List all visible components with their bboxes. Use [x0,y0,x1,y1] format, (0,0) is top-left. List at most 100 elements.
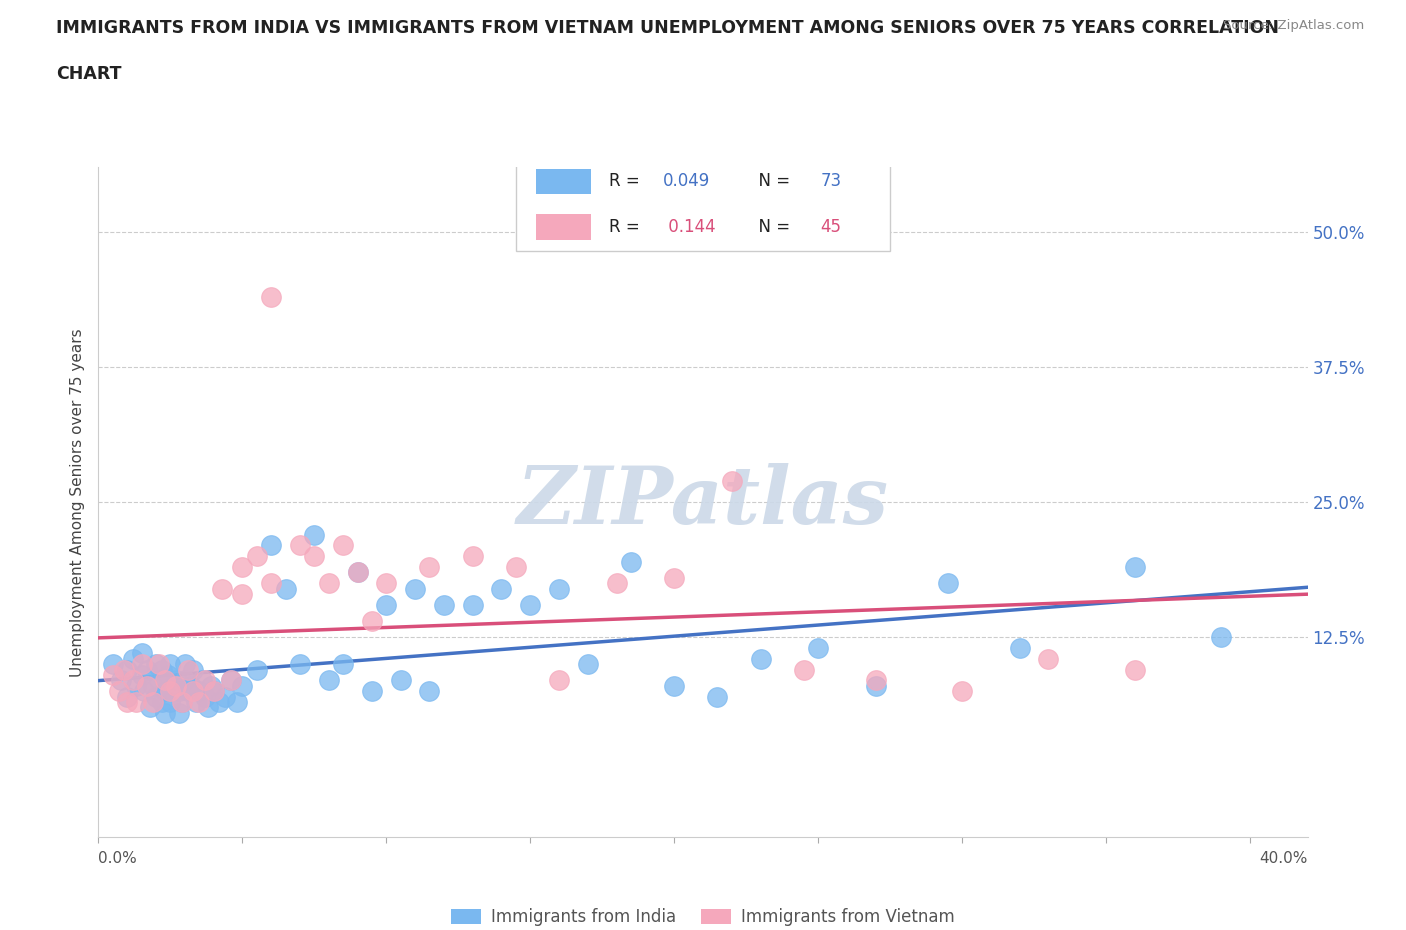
Point [115,689,138,704]
Point [170,695,193,710]
Point [115,695,138,710]
Text: N =: N = [748,218,796,236]
Point [361,684,384,698]
Point [1123,662,1146,677]
Point [491,581,513,596]
Point [231,560,253,575]
Point [197,700,219,715]
Point [807,641,830,656]
Point [186,695,208,710]
Point [288,538,311,552]
Point [332,538,354,552]
Point [461,597,484,612]
Point [260,289,283,304]
Point [225,695,247,710]
Point [145,689,167,704]
Point [139,700,162,715]
Point [418,560,440,575]
Point [208,695,231,710]
Point [664,570,686,585]
Point [304,549,326,564]
Point [122,651,145,666]
Point [548,581,571,596]
Point [620,554,643,569]
Text: ZIPatlas: ZIPatlas [517,463,889,541]
Point [125,695,148,710]
Point [159,684,181,698]
Point [519,597,541,612]
Point [153,705,176,720]
Point [150,662,173,677]
Point [165,678,187,693]
Text: 0.049: 0.049 [664,172,710,191]
Point [150,695,173,710]
Legend: Immigrants from India, Immigrants from Vietnam: Immigrants from India, Immigrants from V… [444,901,962,930]
Point [260,538,283,552]
Text: 73: 73 [820,172,841,191]
Point [1038,651,1060,666]
Point [749,651,772,666]
Point [180,678,202,693]
Point [202,684,225,698]
Point [606,576,628,591]
Point [131,657,153,671]
Point [214,689,236,704]
Point [548,673,571,688]
Point [361,614,384,629]
Point [200,678,222,693]
Point [159,657,181,671]
Point [134,684,156,698]
Point [246,662,269,677]
Point [418,684,440,698]
Point [706,689,728,704]
Point [176,662,198,677]
Point [865,673,887,688]
Point [274,581,297,596]
Point [167,705,190,720]
Point [183,662,205,677]
Point [194,673,217,688]
Point [246,549,269,564]
Point [346,565,368,579]
Text: R =: R = [609,218,645,236]
Point [125,678,148,693]
Text: Source: ZipAtlas.com: Source: ZipAtlas.com [1223,19,1364,32]
Point [156,668,179,683]
Point [332,657,354,671]
Text: 0.144: 0.144 [664,218,716,236]
Point [664,678,686,693]
Point [173,673,195,688]
Point [153,684,176,698]
Point [505,560,527,575]
Point [720,473,742,488]
Point [211,581,233,596]
Point [167,684,190,698]
Point [318,576,340,591]
Point [404,581,426,596]
Text: IMMIGRANTS FROM INDIA VS IMMIGRANTS FROM VIETNAM UNEMPLOYMENT AMONG SENIORS OVER: IMMIGRANTS FROM INDIA VS IMMIGRANTS FROM… [56,19,1279,36]
Text: CHART: CHART [56,65,122,83]
Point [112,662,135,677]
Point [375,597,398,612]
Point [1008,641,1031,656]
Text: 0.0%: 0.0% [98,851,138,866]
Point [131,646,153,661]
Point [1211,630,1233,644]
Point [304,527,326,542]
Point [136,678,159,693]
Point [107,684,129,698]
Point [162,678,184,693]
Point [188,695,211,710]
Point [131,668,153,683]
Point [173,657,195,671]
Point [1123,560,1146,575]
FancyBboxPatch shape [516,157,890,251]
Point [170,695,193,710]
Point [231,587,253,602]
Point [288,657,311,671]
Text: R =: R = [609,172,645,191]
Point [142,678,165,693]
Text: 40.0%: 40.0% [1260,851,1308,866]
Point [159,695,181,710]
Point [145,657,167,671]
